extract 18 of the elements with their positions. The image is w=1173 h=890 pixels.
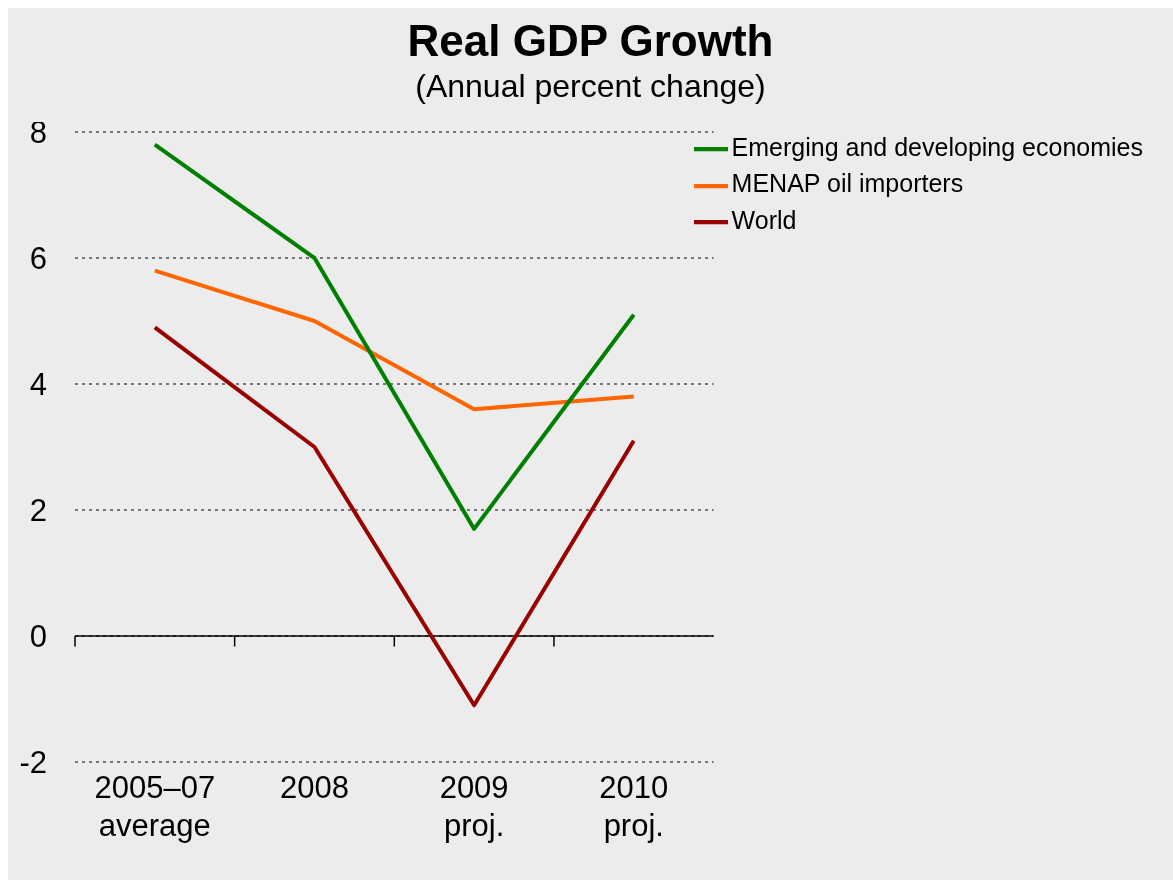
y-tick-label: 6 [29, 241, 47, 277]
legend-label: MENAP oil importers [731, 169, 964, 198]
chart-subtitle: (Annual percent change) [414, 67, 767, 106]
line-series [152, 142, 636, 531]
x-tick-label: 2005–07 average [94, 770, 216, 843]
legend-label: World [731, 205, 797, 234]
x-tick-label: 2009 proj. [439, 770, 509, 843]
y-tick-label: -2 [19, 745, 47, 781]
y-tick-label: 2 [29, 493, 47, 529]
x-tick-label: 2008 [279, 770, 349, 805]
y-tick-label: 4 [29, 367, 47, 403]
chart-title: Real GDP Growth [406, 15, 775, 66]
line-series [152, 268, 636, 412]
legend-label: Emerging and developing economies [731, 133, 1143, 161]
y-tick-label: 8 [29, 115, 47, 151]
line-series [152, 325, 636, 708]
x-tick-label: 2010 proj. [599, 770, 669, 843]
y-tick-label: 0 [29, 619, 47, 655]
